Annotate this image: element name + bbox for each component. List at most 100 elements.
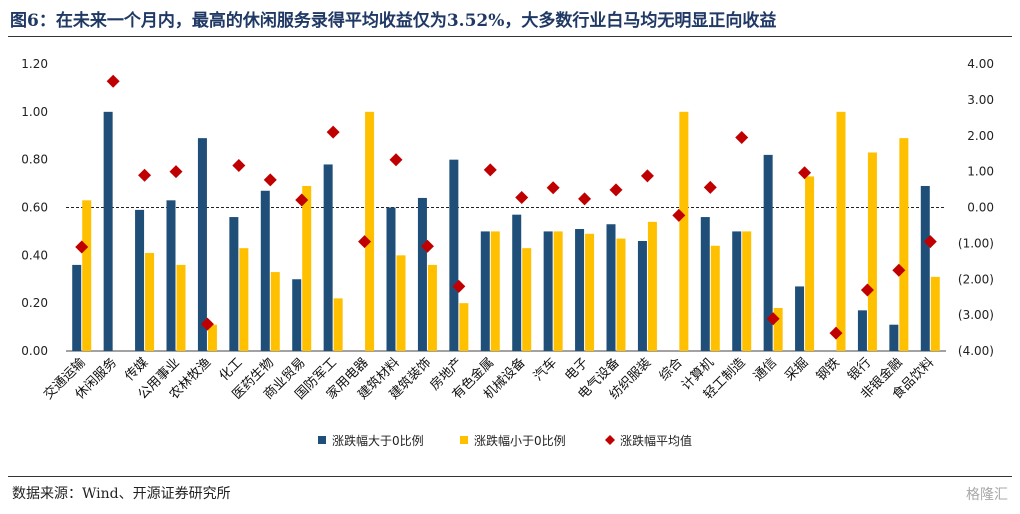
avg-change-marker bbox=[923, 235, 937, 249]
bar-down-ratio bbox=[490, 231, 500, 351]
markers-layer bbox=[75, 74, 937, 340]
bar-down-ratio bbox=[270, 272, 280, 351]
avg-change-marker bbox=[452, 279, 466, 293]
bar-down-ratio bbox=[427, 264, 437, 351]
left-y-axis: 0.00 0.20 0.40 0.60 0.80 1.00 1.20 bbox=[21, 57, 48, 358]
bar-up-ratio bbox=[795, 286, 805, 351]
right-y-tick-label: 3.00 bbox=[967, 93, 994, 107]
legend-swatch bbox=[460, 436, 468, 444]
avg-change-marker bbox=[609, 183, 623, 197]
right-y-tick-label: (4.00) bbox=[958, 344, 994, 358]
left-y-tick-label: 1.00 bbox=[21, 105, 48, 119]
bar-down-ratio bbox=[239, 248, 249, 351]
avg-change-marker bbox=[232, 159, 246, 173]
avg-change-marker bbox=[640, 169, 654, 183]
avg-change-marker bbox=[766, 312, 780, 326]
avg-change-marker bbox=[735, 131, 749, 145]
avg-change-marker bbox=[75, 240, 89, 254]
right-y-axis: (4.00) (3.00) (2.00) (1.00) 0.00 1.00 2.00 3.00… bbox=[958, 57, 994, 358]
legend-label: 涨跌幅小于0比例 bbox=[474, 433, 566, 448]
bar-down-ratio bbox=[616, 238, 626, 351]
avg-change-marker bbox=[860, 283, 874, 297]
page-title: 图6：在未来一个月内，最高的休闲服务录得平均收益仅为3.52%，大多数行业白马均… bbox=[10, 11, 777, 31]
bar-up-ratio bbox=[166, 200, 176, 351]
bar-up-ratio bbox=[197, 138, 207, 351]
bar-down-ratio bbox=[930, 276, 940, 351]
bar-down-ratio bbox=[522, 248, 532, 351]
bar-up-ratio bbox=[543, 231, 553, 351]
avg-change-marker bbox=[358, 235, 372, 249]
bar-down-ratio bbox=[176, 264, 186, 351]
footer-divider bbox=[8, 476, 1012, 477]
bar-up-ratio bbox=[135, 209, 145, 351]
bar-up-ratio bbox=[449, 159, 459, 351]
right-y-tick-label: (3.00) bbox=[958, 308, 994, 322]
avg-change-marker bbox=[200, 317, 214, 331]
bar-down-ratio bbox=[805, 176, 815, 351]
source-note: 数据来源：Wind、开源证券研究所 bbox=[12, 486, 231, 502]
bar-up-ratio bbox=[103, 111, 113, 351]
bar-down-ratio bbox=[396, 255, 406, 351]
bar-down-ratio bbox=[365, 111, 375, 351]
right-y-tick-label: 2.00 bbox=[967, 129, 994, 143]
legend: 涨跌幅大于0比例 涨跌幅小于0比例 涨跌幅平均值 bbox=[318, 433, 692, 448]
bar-up-ratio bbox=[700, 217, 710, 351]
category-label: 通信 bbox=[751, 355, 780, 384]
legend-label: 涨跌幅平均值 bbox=[620, 433, 692, 448]
legend-swatch bbox=[318, 436, 326, 444]
right-y-tick-label: (2.00) bbox=[958, 272, 994, 286]
left-y-tick-label: 1.20 bbox=[21, 57, 48, 71]
left-y-tick-label: 0.20 bbox=[21, 296, 48, 310]
avg-change-marker bbox=[892, 263, 906, 277]
bar-down-ratio bbox=[333, 298, 343, 351]
left-y-tick-label: 0.80 bbox=[21, 153, 48, 167]
bar-down-ratio bbox=[553, 231, 563, 351]
avg-change-marker bbox=[295, 193, 309, 207]
bar-down-ratio bbox=[459, 303, 469, 351]
avg-change-marker bbox=[798, 166, 812, 180]
right-y-tick-label: 1.00 bbox=[967, 165, 994, 179]
avg-change-marker bbox=[263, 173, 277, 187]
avg-change-marker bbox=[483, 163, 497, 177]
avg-change-marker bbox=[138, 168, 152, 182]
avg-change-marker bbox=[672, 208, 686, 222]
category-label: 采掘 bbox=[782, 355, 811, 384]
bar-up-ratio bbox=[763, 154, 773, 351]
left-y-tick-label: 0.60 bbox=[21, 201, 48, 215]
avg-change-marker bbox=[829, 326, 843, 340]
category-label: 汽车 bbox=[530, 355, 560, 385]
bar-down-ratio bbox=[773, 307, 783, 351]
bar-down-ratio bbox=[207, 324, 217, 351]
bar-up-ratio bbox=[606, 224, 616, 351]
bar-down-ratio bbox=[836, 111, 846, 351]
bar-down-ratio bbox=[679, 111, 689, 351]
avg-change-marker bbox=[420, 239, 434, 253]
watermark: 格隆汇 bbox=[966, 487, 1008, 503]
bar-down-ratio bbox=[899, 138, 909, 351]
bar-up-ratio bbox=[575, 229, 585, 351]
bar-up-ratio bbox=[857, 310, 867, 351]
avg-change-marker bbox=[169, 165, 183, 179]
avg-change-marker bbox=[106, 74, 120, 88]
bar-up-ratio bbox=[323, 164, 333, 351]
avg-change-marker bbox=[578, 192, 592, 206]
avg-change-marker bbox=[389, 153, 403, 167]
bar-down-ratio bbox=[710, 245, 720, 351]
legend-label: 涨跌幅大于0比例 bbox=[332, 433, 424, 448]
bars-layer bbox=[72, 111, 940, 351]
right-y-tick-label: 0.00 bbox=[967, 201, 994, 215]
right-y-tick-label: (1.00) bbox=[958, 236, 994, 250]
bar-up-ratio bbox=[417, 197, 427, 351]
bar-down-ratio bbox=[647, 221, 657, 351]
chart: 0.00 0.20 0.40 0.60 0.80 1.00 1.20 (4.00) (3.00… bbox=[21, 57, 994, 448]
avg-change-marker bbox=[515, 190, 529, 204]
bar-up-ratio bbox=[386, 207, 396, 351]
right-y-tick-label: 4.00 bbox=[967, 57, 994, 71]
title-divider bbox=[8, 36, 1012, 37]
bar-up-ratio bbox=[72, 264, 82, 351]
bar-up-ratio bbox=[292, 279, 302, 351]
bar-down-ratio bbox=[302, 185, 312, 351]
bar-down-ratio bbox=[867, 152, 877, 351]
legend-swatch bbox=[605, 435, 615, 445]
